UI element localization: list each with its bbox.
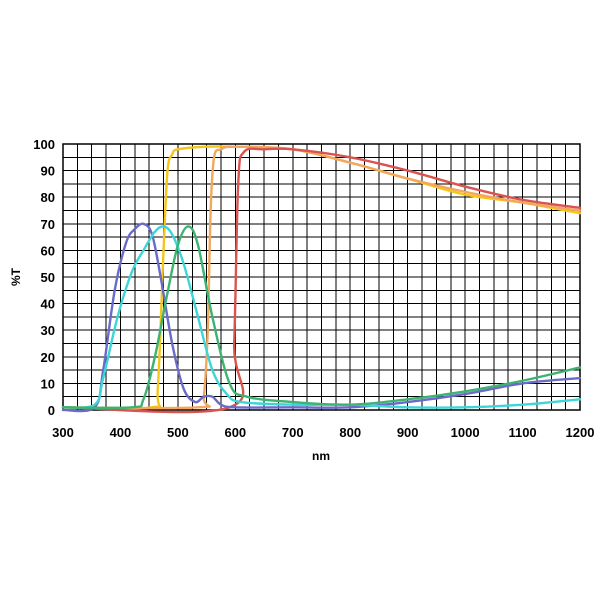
x-tick-label: 700 <box>282 425 304 440</box>
y-tick-label: 100 <box>33 137 55 152</box>
x-tick-label: 800 <box>339 425 361 440</box>
x-tick-label: 400 <box>110 425 132 440</box>
series-line-3 <box>61 147 582 414</box>
series-line-1 <box>61 145 582 410</box>
y-axis-title: %T <box>9 267 23 286</box>
y-tick-label: 20 <box>41 350 55 365</box>
y-tick-label: 70 <box>41 217 55 232</box>
x-axis-title: nm <box>312 449 330 463</box>
x-tick-label: 1200 <box>566 425 595 440</box>
x-tick-label: 1100 <box>508 425 536 440</box>
x-tick-label: 300 <box>52 425 74 440</box>
y-tick-label: 80 <box>41 190 55 205</box>
y-tick-label: 50 <box>41 270 55 285</box>
y-tick-label: 60 <box>41 243 55 258</box>
series-group <box>61 145 582 414</box>
series-line-5 <box>61 225 582 409</box>
y-tick-label: 40 <box>41 297 55 312</box>
x-tick-label: 1000 <box>451 425 480 440</box>
y-tick-label: 30 <box>41 323 55 338</box>
y-tick-label: 90 <box>41 164 55 179</box>
plot-frame <box>62 143 581 411</box>
series-line-6 <box>61 225 582 410</box>
x-tick-label: 900 <box>397 425 419 440</box>
x-tick-label: 500 <box>167 425 189 440</box>
y-tick-label: 0 <box>48 403 55 418</box>
y-tick-label: 10 <box>41 376 55 391</box>
x-tick-label: 600 <box>224 425 246 440</box>
tick-labels: 300 400 500 600 700 800 900 1000 1100 1200 0 10 20 30… <box>33 137 594 440</box>
grid <box>62 143 581 411</box>
